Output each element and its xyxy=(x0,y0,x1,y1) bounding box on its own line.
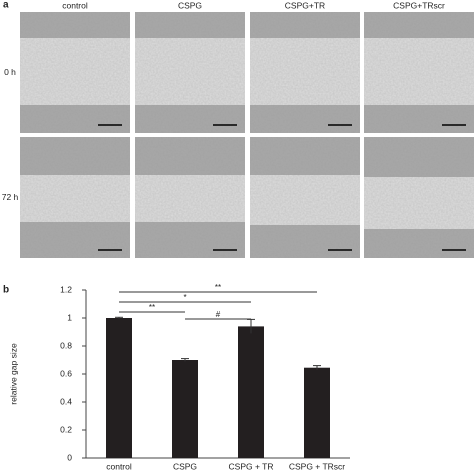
texture xyxy=(20,12,130,133)
row-label: 0 h xyxy=(4,67,16,77)
x-tick-label: CSPG xyxy=(173,461,197,471)
y-tick-label: 1 xyxy=(67,312,72,322)
significance-label: ** xyxy=(215,283,221,292)
bar-chart: relative gap size 0 0.2 0.4 0.6 0.8 1 1.2 contro… xyxy=(8,283,350,471)
y-tick-label: 0 xyxy=(67,452,72,462)
texture xyxy=(20,137,130,258)
column-header: CSPG+TRscr xyxy=(393,0,445,10)
texture xyxy=(364,12,474,133)
column-header: CSPG+TR xyxy=(285,0,325,10)
significance-label: ** xyxy=(149,303,155,312)
bar xyxy=(238,326,264,458)
micrograph-grid: control CSPG CSPG+TR CSPG+TRscr 0 h 72 h xyxy=(2,0,474,258)
y-tick-label: 0.2 xyxy=(60,424,72,434)
y-tick-label: 0.6 xyxy=(60,368,72,378)
texture xyxy=(250,137,360,258)
column-header: CSPG xyxy=(178,0,202,10)
bar xyxy=(106,318,132,458)
texture xyxy=(250,12,360,133)
bar xyxy=(304,367,330,458)
column-header: control xyxy=(62,0,88,10)
significance-label: # xyxy=(216,310,221,319)
bar xyxy=(172,360,198,458)
texture xyxy=(135,12,245,133)
significance-label: * xyxy=(183,293,186,302)
y-axis-label: relative gap size xyxy=(8,343,18,405)
x-tick-label: CSPG + TR xyxy=(229,461,274,471)
y-tick-label: 0.8 xyxy=(60,340,72,350)
texture xyxy=(135,137,245,258)
panel-label: b xyxy=(3,285,9,296)
row-label: 72 h xyxy=(2,192,19,202)
x-tick-label: CSPG + TRscr xyxy=(289,461,345,471)
texture xyxy=(364,137,474,258)
x-tick-label: control xyxy=(106,461,132,471)
y-tick-label: 1.2 xyxy=(60,284,72,294)
panel-label: a xyxy=(3,0,9,11)
y-tick-label: 0.4 xyxy=(60,396,72,406)
